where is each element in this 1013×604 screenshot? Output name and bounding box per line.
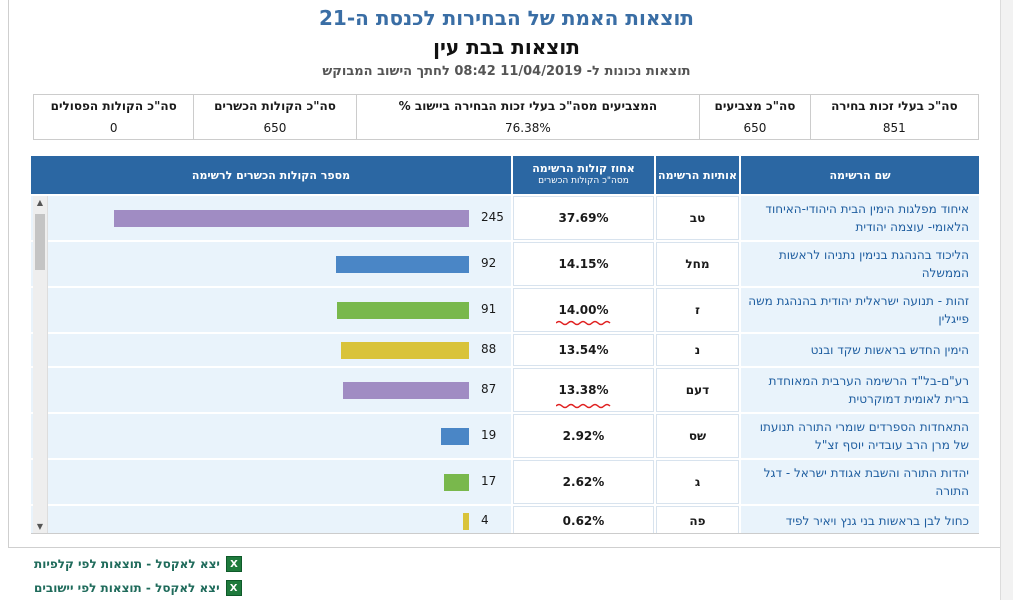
update-timestamp: תוצאות נכונות ל- 11/04/2019 08:42 לחתך ה… — [322, 64, 691, 79]
list-percent: 13.54% — [513, 334, 654, 366]
votes-cell: 17 — [31, 460, 511, 504]
votes-bar — [336, 255, 469, 273]
votes-count: 19 — [481, 428, 497, 442]
votes-bar — [441, 427, 469, 445]
votes-count: 87 — [481, 382, 497, 396]
list-name: רע"ם-בל"ד הרשימה הערבית המאוחדת ברית לאו… — [741, 368, 979, 412]
votes-bar — [444, 473, 469, 491]
votes-bar — [337, 301, 469, 319]
list-percent: 0.62% — [513, 506, 654, 533]
votes-cell: 88 — [31, 334, 511, 366]
stat-turnout: % המצביעים מסה"כ בעלי זכות הבחירה ביישוב… — [355, 95, 700, 139]
list-name: יהדות התורה והשבת אגודת ישראל - דגל התור… — [741, 460, 979, 504]
votes-cell: 87 — [31, 368, 511, 412]
list-letters: נ — [656, 334, 739, 366]
list-percent: 14.00% — [513, 288, 654, 332]
header-letters: אותיות הרשימה — [656, 156, 739, 194]
export-links: יצא לאקסל - תוצאות לפי קלפיות X יצא לאקס… — [34, 556, 242, 604]
votes-cell: 4 — [31, 506, 511, 533]
stat-voters: סה"כ מצביעים 650 — [699, 95, 810, 139]
scroll-up-arrow-icon[interactable]: ▲ — [36, 198, 44, 207]
list-name: איחוד מפלגות הימין הבית היהודי-האיחוד הל… — [741, 196, 979, 240]
summary-stats: סה"כ בעלי זכות בחירה 851 סה"כ מצביעים 65… — [33, 94, 979, 140]
votes-count: 4 — [481, 513, 489, 527]
votes-count: 92 — [481, 256, 497, 270]
spellcheck-underline-2 — [556, 403, 611, 409]
list-name: הליכוד בהנהגת בנימין נתניהו לראשות הממשל… — [741, 242, 979, 286]
table-row: הימין החדש בראשות שקד ובנט נ 13.54% 88 — [31, 334, 979, 366]
excel-icon[interactable]: X — [225, 556, 242, 572]
votes-count: 245 — [481, 210, 504, 224]
list-percent: 14.15% — [513, 242, 654, 286]
export-excel-by-locality-link[interactable]: יצא לאקסל - תוצאות לפי יישובים X — [34, 580, 242, 596]
table-row: כחול לבן בראשות בני גנץ ויאיר לפיד פה 0.62… — [31, 506, 979, 533]
list-letters: מחל — [656, 242, 739, 286]
table-row: התאחדות הספרדים שומרי התורה תנועתו של מר… — [31, 414, 979, 458]
header-percent: אחוז קולות הרשימה מסה"כ הקולות הכשרים — [513, 156, 654, 194]
list-letters: ג — [656, 460, 739, 504]
list-percent: 2.62% — [513, 460, 654, 504]
results-table-header: שם הרשימה אותיות הרשימה אחוז קולות הרשימ… — [31, 156, 979, 194]
header-list-name: שם הרשימה — [741, 156, 979, 194]
scroll-thumb[interactable] — [35, 214, 45, 270]
table-row: הליכוד בהנהגת בנימין נתניהו לראשות הממשל… — [31, 242, 979, 286]
votes-cell: 19 — [31, 414, 511, 458]
list-name: זהות - תנועה ישראלית יהודית בהנהגת משה פ… — [741, 288, 979, 332]
page-scrollbar[interactable] — [1000, 0, 1013, 600]
votes-bar — [343, 381, 469, 399]
list-percent: 37.69% — [513, 196, 654, 240]
list-name: התאחדות הספרדים שומרי התורה תנועתו של מר… — [741, 414, 979, 458]
stat-eligible: סה"כ בעלי זכות בחירה 851 — [809, 95, 978, 139]
spellcheck-underline-1 — [556, 320, 611, 326]
votes-cell: 91 — [31, 288, 511, 332]
list-letters: ז — [656, 288, 739, 332]
scroll-down-arrow-icon[interactable]: ▼ — [36, 522, 44, 531]
votes-bar — [114, 209, 469, 227]
stat-invalid-votes: סה"כ הקולות הפסולים 0 — [50, 99, 177, 135]
excel-icon[interactable]: X — [225, 580, 242, 596]
list-letters: פה — [656, 506, 739, 533]
list-name: הימין החדש בראשות שקד ובנט — [741, 334, 979, 366]
list-letters: שס — [656, 414, 739, 458]
votes-count: 88 — [481, 342, 497, 356]
page-title: תוצאות האמת של הבחירות לכנסת ה-21 — [319, 6, 694, 30]
list-letters: טב — [656, 196, 739, 240]
votes-count: 91 — [481, 302, 497, 316]
votes-bar — [341, 341, 469, 359]
header-votes: מספר הקולות הכשרים לרשימה — [31, 156, 511, 194]
votes-bar — [463, 512, 469, 530]
export-excel-by-booth-link[interactable]: יצא לאקסל - תוצאות לפי קלפיות X — [34, 556, 242, 572]
list-name: כחול לבן בראשות בני גנץ ויאיר לפיד — [741, 506, 979, 533]
table-row: רע"ם-בל"ד הרשימה הערבית המאוחדת ברית לאו… — [31, 368, 979, 412]
page-subtitle: תוצאות בבת עין — [433, 35, 580, 59]
list-percent: 2.92% — [513, 414, 654, 458]
table-row: יהדות התורה והשבת אגודת ישראל - דגל התור… — [31, 460, 979, 504]
stat-valid-votes: סה"כ הקולות הכשרים 650 — [193, 95, 355, 139]
votes-cell: 92 — [31, 242, 511, 286]
votes-cell: 245 — [31, 196, 511, 240]
results-table-body: איחוד מפלגות הימין הבית היהודי-האיחוד הל… — [31, 196, 979, 534]
table-scrollbar[interactable]: ▲ ▼ — [33, 196, 48, 533]
votes-count: 17 — [481, 474, 497, 488]
table-row: זהות - תנועה ישראלית יהודית בהנהגת משה פ… — [31, 288, 979, 332]
list-letters: דעם — [656, 368, 739, 412]
table-row: איחוד מפלגות הימין הבית היהודי-האיחוד הל… — [31, 196, 979, 240]
